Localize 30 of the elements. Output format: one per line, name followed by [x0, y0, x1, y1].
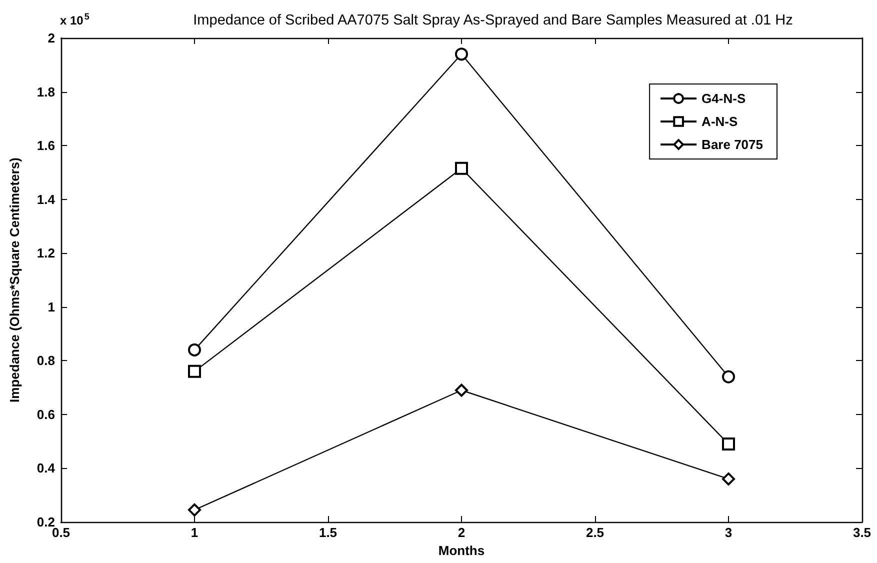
y-tick-label: 1.6	[36, 138, 55, 154]
x-axis-title: Months	[438, 542, 485, 558]
y-axis-title: Impedance (Ohms*Square Centimeters)	[7, 158, 22, 402]
point	[188, 503, 201, 516]
x-tick-label: 3.5	[852, 525, 872, 540]
x-tick-label: 1	[190, 525, 198, 540]
point	[722, 370, 735, 384]
y-tick-label: 0.8	[36, 353, 55, 368]
chart-title: Impedance of Scribed AA7075 Salt Spray As-Sprayed and Bare Samples Measured at .01 Hz	[193, 12, 793, 28]
point	[188, 343, 201, 356]
y-tick-label: 1	[48, 299, 55, 314]
point	[722, 438, 735, 451]
x-tick-label: 2	[458, 525, 466, 540]
y-tick-label: 0.4	[36, 460, 56, 476]
point	[455, 48, 468, 61]
point	[455, 384, 468, 397]
x-tick-label: 2.5	[586, 525, 604, 540]
legend-label: Bare 7075	[702, 137, 764, 152]
y-tick-label: 1.2	[36, 246, 55, 261]
point	[188, 364, 201, 378]
y-tick-label: 1.8	[36, 84, 55, 100]
x-tick-label: 1.5	[318, 525, 338, 540]
y-tick-label: 2	[48, 30, 55, 46]
x-tick-label: 3	[724, 525, 732, 540]
point	[722, 472, 735, 486]
y-tick-label: 1.4	[36, 192, 56, 207]
point	[455, 162, 468, 175]
legend-label: G4-N-S	[702, 91, 746, 106]
y-tick-label: 0.6	[36, 406, 55, 422]
legend-label: A-N-S	[702, 114, 738, 129]
